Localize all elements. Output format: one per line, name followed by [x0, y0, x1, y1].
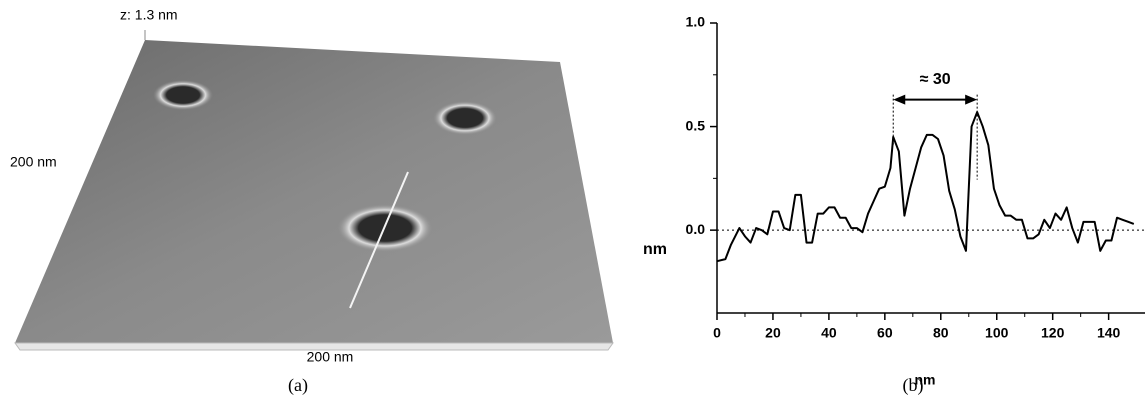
pit — [153, 80, 213, 110]
x-tick-label: 20 — [765, 325, 781, 341]
profile-line — [717, 112, 1134, 261]
arrow-head — [893, 95, 905, 105]
x-axis-label: nm — [915, 372, 936, 388]
y-size-label: 200 nm — [10, 154, 57, 170]
x-size-label: 200 nm — [307, 349, 354, 365]
pit — [433, 101, 497, 135]
x-tick-label: 0 — [713, 325, 721, 341]
figure: z: 1.3 nm 200 nm 200 nm (a) (b) nm nm 0.… — [0, 0, 1146, 405]
x-tick-label: 60 — [877, 325, 893, 341]
arrow-head — [965, 95, 977, 105]
z-label: z: 1.3 nm — [120, 7, 178, 23]
x-tick-label: 100 — [985, 325, 1009, 341]
afm-surface — [15, 40, 613, 343]
x-tick-label: 40 — [821, 325, 837, 341]
y-tick-label: 0.0 — [686, 221, 706, 237]
x-tick-label: 120 — [1041, 325, 1065, 341]
x-tick-label: 80 — [933, 325, 949, 341]
y-tick-label: 1.0 — [686, 14, 706, 30]
page: {"panel_a": {"z_label": "z: 1.3 nm", "y_… — [0, 0, 1146, 405]
caption: (a) — [288, 375, 308, 396]
afm-panel: z: 1.3 nm 200 nm 200 nm (a) — [10, 7, 613, 396]
annotation-label: ≈ 30 — [920, 71, 951, 88]
y-axis-label: nm — [643, 241, 667, 258]
x-tick-label: 140 — [1097, 325, 1121, 341]
y-tick-label: 0.5 — [686, 117, 706, 133]
